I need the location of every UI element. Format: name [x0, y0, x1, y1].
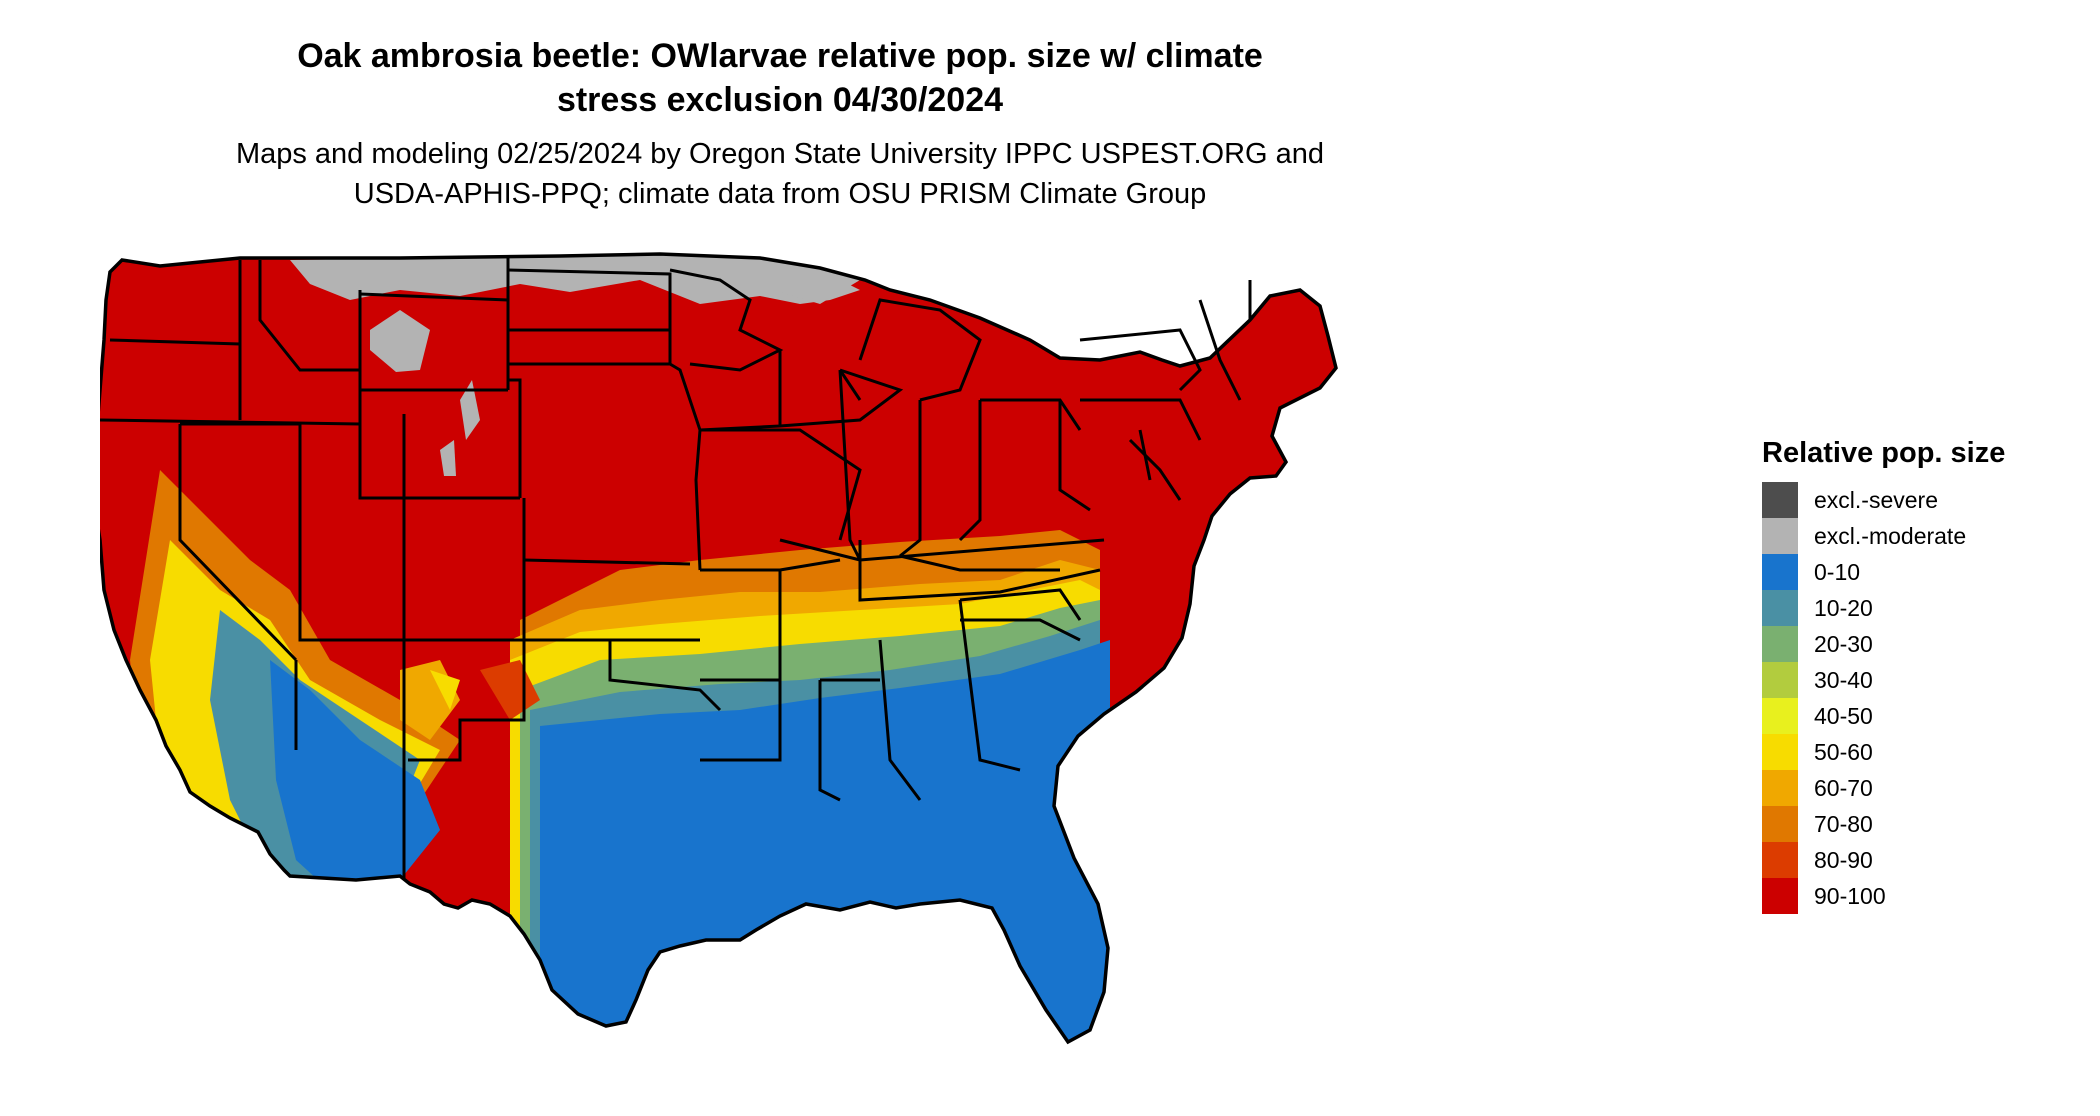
legend-label: 70-80	[1814, 810, 1873, 837]
legend-label: 50-60	[1814, 738, 1873, 765]
legend-label: 30-40	[1814, 666, 1873, 693]
legend-swatch	[1762, 698, 1798, 734]
legend-item: 0-10	[1762, 554, 2005, 590]
legend-label: 60-70	[1814, 774, 1873, 801]
legend-item: 50-60	[1762, 734, 2005, 770]
legend-item: excl.-moderate	[1762, 518, 2005, 554]
map-subtitle: Maps and modeling 02/25/2024 by Oregon S…	[0, 134, 1560, 214]
legend-item: 20-30	[1762, 626, 2005, 662]
legend-swatch	[1762, 626, 1798, 662]
legend-items: excl.-severe excl.-moderate 0-10 10-20 20-30…	[1762, 482, 2005, 914]
legend-label: 10-20	[1814, 594, 1873, 621]
legend-label: 80-90	[1814, 846, 1873, 873]
legend-swatch	[1762, 842, 1798, 878]
legend-label: 0-10	[1814, 558, 1861, 585]
legend-item: 40-50	[1762, 698, 2005, 734]
legend-item: 80-90	[1762, 842, 2005, 878]
title-line-1: Oak ambrosia beetle: OWlarvae relative p…	[297, 37, 1263, 75]
title-line-2: stress exclusion 04/30/2024	[556, 81, 1004, 119]
legend-label: 90-100	[1814, 882, 1886, 909]
legend-swatch	[1762, 554, 1798, 590]
state-boundaries	[100, 256, 1252, 880]
us-map	[100, 252, 1338, 1044]
legend-swatch	[1762, 806, 1798, 842]
legend-swatch	[1762, 770, 1798, 806]
legend-title: Relative pop. size	[1762, 437, 2006, 469]
legend-label: excl.-severe	[1814, 486, 1938, 513]
subtitle-line-2: USDA-APHIS-PPQ; climate data from OSU PR…	[353, 178, 1207, 210]
map-title: Oak ambrosia beetle: OWlarvae relative p…	[0, 34, 1560, 122]
legend-swatch	[1762, 518, 1798, 554]
legend-swatch	[1762, 662, 1798, 698]
legend-item: 90-100	[1762, 878, 2005, 914]
legend-swatch	[1762, 590, 1798, 626]
legend-item: 10-20	[1762, 590, 2005, 626]
legend-item: 60-70	[1762, 770, 2005, 806]
legend: Relative pop. size excl.-severe excl.-mod…	[1762, 436, 2005, 914]
legend-item: 30-40	[1762, 662, 2005, 698]
legend-swatch	[1762, 482, 1798, 518]
subtitle-line-1: Maps and modeling 02/25/2024 by Oregon S…	[235, 138, 1325, 170]
legend-label: 20-30	[1814, 630, 1873, 657]
legend-label: excl.-moderate	[1814, 522, 1967, 549]
legend-label: 40-50	[1814, 702, 1873, 729]
legend-swatch	[1762, 878, 1798, 914]
legend-item: 70-80	[1762, 806, 2005, 842]
legend-swatch	[1762, 734, 1798, 770]
legend-item: excl.-severe	[1762, 482, 2005, 518]
